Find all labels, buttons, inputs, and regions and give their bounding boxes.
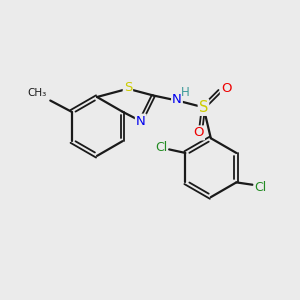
Text: Cl: Cl xyxy=(255,181,267,194)
Text: Cl: Cl xyxy=(155,141,167,154)
Text: S: S xyxy=(199,100,208,115)
Text: N: N xyxy=(172,93,182,106)
Text: S: S xyxy=(124,81,132,94)
Text: O: O xyxy=(194,126,204,140)
Text: N: N xyxy=(136,115,146,128)
Text: H: H xyxy=(181,86,189,99)
Text: O: O xyxy=(221,82,231,95)
Text: CH₃: CH₃ xyxy=(28,88,47,98)
